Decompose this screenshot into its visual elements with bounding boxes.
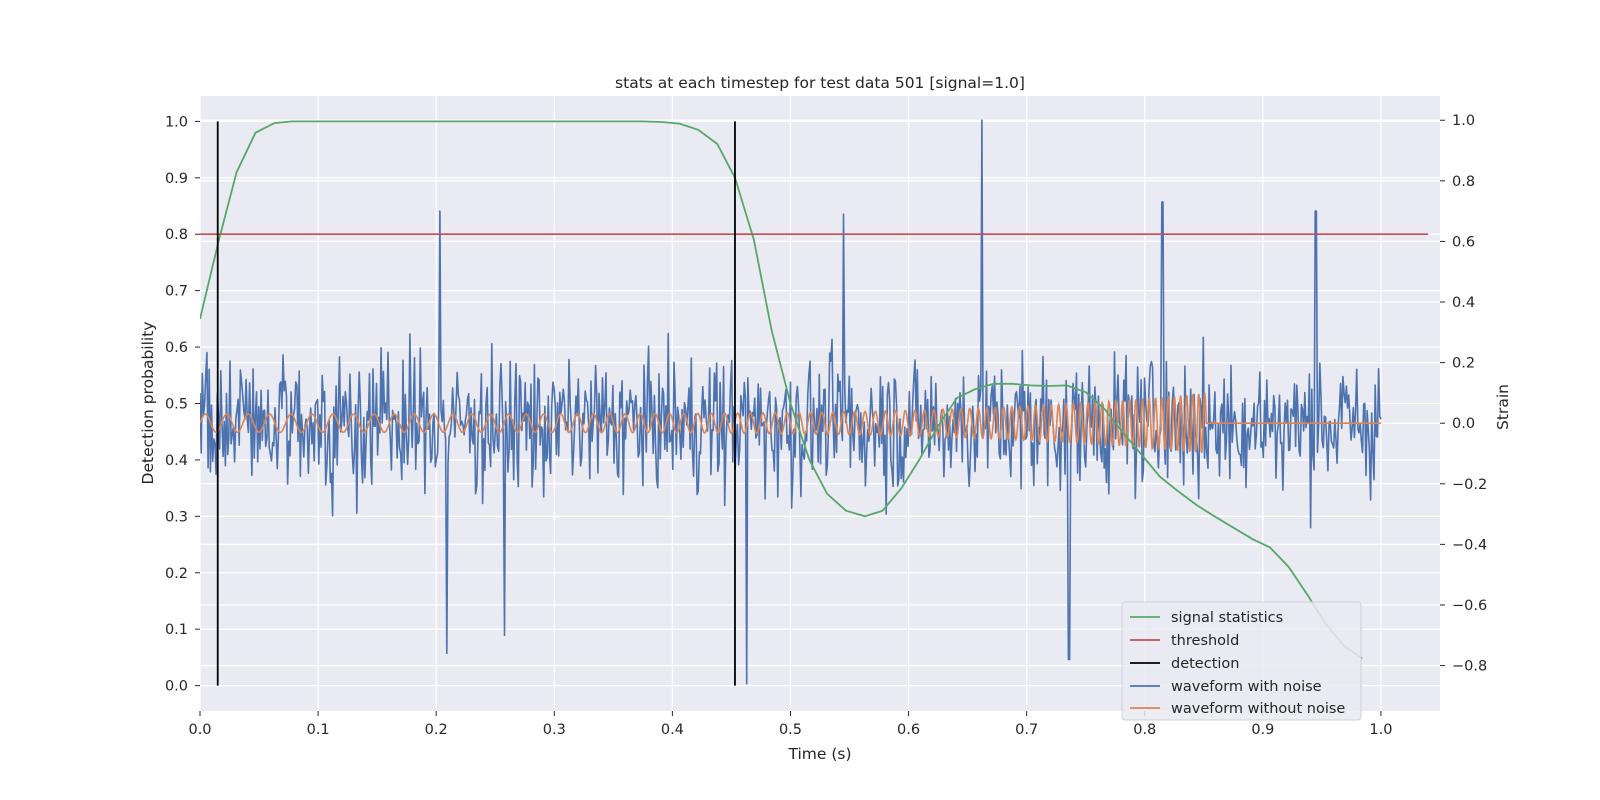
x-tick-label: 0.4 bbox=[661, 722, 684, 738]
legend-item-waveform-without-noise: waveform without noise bbox=[1130, 701, 1345, 717]
x-axis-label: Time (s) bbox=[787, 745, 851, 763]
y-tick-label: 0.5 bbox=[165, 397, 188, 413]
series-line-signal-statistics bbox=[200, 120, 1363, 660]
y-tick-label: 0.4 bbox=[165, 453, 188, 469]
legend-item-detection: detection bbox=[1130, 656, 1239, 672]
legend: signal statistics threshold detection wa… bbox=[1121, 601, 1362, 721]
legend-label: waveform with noise bbox=[1171, 679, 1322, 695]
legend-label: waveform without noise bbox=[1171, 701, 1345, 717]
x-tick-label: 0.1 bbox=[307, 722, 330, 738]
y-right-tick-label: 0.2 bbox=[1452, 356, 1475, 372]
x-axis-ticks: 0.0 0.1 0.2 0.3 0.4 0.5 0.6 0.7 0.8 0.9 1.0 bbox=[188, 711, 1392, 738]
x-tick-label: 0.6 bbox=[897, 722, 920, 738]
y-tick-label: 0.8 bbox=[165, 227, 188, 243]
legend-label: threshold bbox=[1171, 633, 1239, 649]
y-tick-label: 0.1 bbox=[165, 622, 188, 638]
y-right-tick-label: 0.6 bbox=[1452, 234, 1475, 250]
y-axis-ticks-right: −0.8 −0.6 −0.4 −0.2 0.0 0.2 0.4 0.6 0.8 1.0 bbox=[1440, 113, 1487, 675]
x-tick-label: 0.7 bbox=[1015, 722, 1038, 738]
legend-item-signal-statistics: signal statistics bbox=[1130, 610, 1283, 626]
x-tick-label: 0.9 bbox=[1251, 722, 1274, 738]
y-axis-label-right: Strain bbox=[1494, 384, 1512, 430]
legend-item-waveform-with-noise: waveform with noise bbox=[1130, 679, 1322, 695]
y-right-tick-label: −0.8 bbox=[1452, 659, 1487, 675]
x-tick-label: 0.8 bbox=[1133, 722, 1156, 738]
x-tick-label: 1.0 bbox=[1369, 722, 1392, 738]
legend-item-threshold: threshold bbox=[1130, 633, 1239, 649]
series-line-waveform-without-noise bbox=[200, 392, 1381, 454]
y-tick-label: 0.0 bbox=[165, 679, 188, 695]
y-tick-label: 0.6 bbox=[165, 340, 188, 356]
y-tick-label: 0.7 bbox=[165, 284, 188, 300]
y-tick-label: 0.3 bbox=[165, 509, 188, 525]
y-right-tick-label: 0.4 bbox=[1452, 295, 1475, 311]
y-tick-label: 0.9 bbox=[165, 171, 188, 187]
y-right-tick-label: 1.0 bbox=[1452, 113, 1475, 129]
x-tick-label: 0.3 bbox=[543, 722, 566, 738]
chart-title: stats at each timestep for test data 501… bbox=[615, 74, 1025, 92]
legend-box bbox=[1121, 601, 1362, 721]
series-layer bbox=[200, 119, 1429, 686]
x-tick-label: 0.2 bbox=[425, 722, 448, 738]
y-axis-label-left: Detection probability bbox=[139, 322, 157, 485]
y-right-tick-label: 0.0 bbox=[1452, 416, 1475, 432]
y-right-tick-label: −0.4 bbox=[1452, 537, 1487, 553]
y-right-tick-label: −0.2 bbox=[1452, 477, 1487, 493]
legend-label: detection bbox=[1171, 656, 1239, 672]
y-right-tick-label: −0.6 bbox=[1452, 598, 1487, 614]
y-axis-ticks-left: 0.0 0.1 0.2 0.3 0.4 0.5 0.6 0.7 0.8 0.9 1.0 bbox=[165, 114, 200, 695]
x-tick-label: 0.0 bbox=[188, 722, 211, 738]
y-tick-label: 1.0 bbox=[165, 114, 188, 130]
y-tick-label: 0.2 bbox=[165, 566, 188, 582]
legend-label: signal statistics bbox=[1171, 610, 1283, 626]
x-tick-label: 0.5 bbox=[779, 722, 802, 738]
y-right-tick-label: 0.8 bbox=[1452, 174, 1475, 190]
